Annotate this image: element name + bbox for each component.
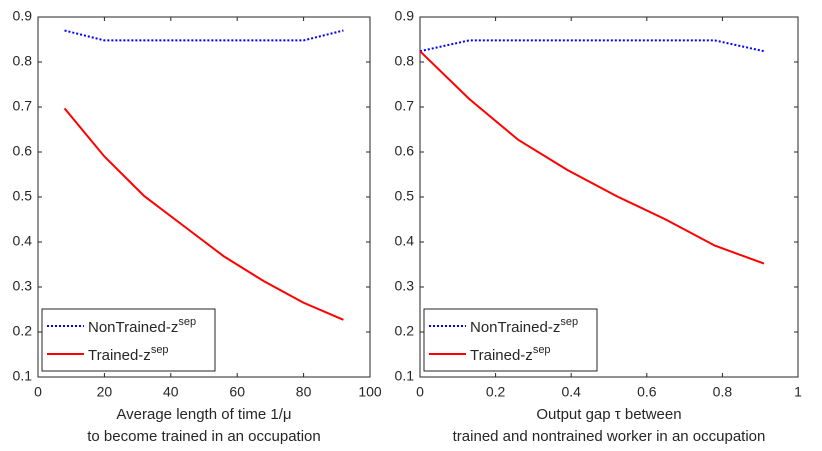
legend-label: NonTrained-zsep [88, 316, 196, 336]
y-tick-label: 0.2 [13, 323, 33, 339]
x-tick-label: 0 [34, 384, 42, 400]
data-line [64, 29, 344, 42]
x-axis-label: Average length of time 1/μ [116, 406, 291, 423]
y-tick-label: 0.2 [395, 323, 415, 339]
x-axis-label: to become trained in an occupation [87, 428, 321, 445]
x-tick-label: 0.4 [561, 384, 581, 400]
x-tick-label: 0.2 [486, 384, 506, 400]
x-tick-label: 20 [97, 384, 113, 400]
x-axis-label: Output gap τ between [536, 406, 681, 423]
data-line [419, 39, 765, 53]
y-tick-label: 0.1 [395, 368, 415, 384]
data-line [63, 107, 344, 321]
y-tick-label: 0.1 [13, 368, 33, 384]
y-tick-label: 0.4 [395, 233, 415, 249]
x-tick-label: 1 [794, 384, 802, 400]
legend-name: NonTrained-z [470, 319, 560, 336]
x-tick-label: 80 [296, 384, 312, 400]
y-tick-label: 0.3 [395, 278, 415, 294]
y-tick-label: 0.6 [395, 143, 415, 159]
legend-superscript: sep [533, 344, 551, 356]
legend-superscript: sep [178, 316, 196, 328]
legend-box [41, 308, 216, 372]
x-axis-label: trained and nontrained worker in an occu… [453, 428, 766, 445]
x-tick-label: 0.8 [713, 384, 733, 400]
y-tick-label: 0.8 [395, 53, 415, 69]
legend-name: NonTrained-z [88, 319, 178, 336]
legend-superscript: sep [151, 344, 169, 356]
y-tick-label: 0.7 [13, 98, 33, 114]
y-tick-label: 0.8 [13, 53, 33, 69]
legend-name: Trained-z [88, 347, 151, 364]
y-tick-label: 0.5 [395, 188, 415, 204]
chart-panel: 0.1 0.2 0.3 0.4 0.5 0.6 0.7 0.8 0.9 0 0.2 0.4 0.6 0.8… [395, 8, 803, 445]
legend-label: Trained-zsep [470, 344, 551, 364]
chart-panel: 0.1 0.2 0.3 0.4 0.5 0.6 0.7 0.8 0.9 0 20 40 60 80 100 A… [13, 8, 382, 445]
legend-superscript: sep [560, 316, 578, 328]
y-tick-label: 0.5 [13, 188, 33, 204]
y-tick-label: 0.3 [13, 278, 33, 294]
x-tick-label: 0.6 [637, 384, 657, 400]
legend-label: NonTrained-zsep [470, 316, 578, 336]
x-tick-label: 40 [163, 384, 179, 400]
x-tick-label: 0 [416, 384, 424, 400]
y-tick-label: 0.9 [395, 8, 415, 24]
y-tick-label: 0.6 [13, 143, 33, 159]
legend-name: Trained-z [470, 347, 533, 364]
legend-box [423, 308, 598, 372]
y-tick-label: 0.4 [13, 233, 33, 249]
x-tick-label: 60 [229, 384, 245, 400]
y-tick-label: 0.7 [395, 98, 415, 114]
legend-label: Trained-zsep [88, 344, 169, 364]
data-line [419, 50, 765, 265]
x-tick-label: 100 [358, 384, 382, 400]
y-tick-label: 0.9 [13, 8, 33, 24]
